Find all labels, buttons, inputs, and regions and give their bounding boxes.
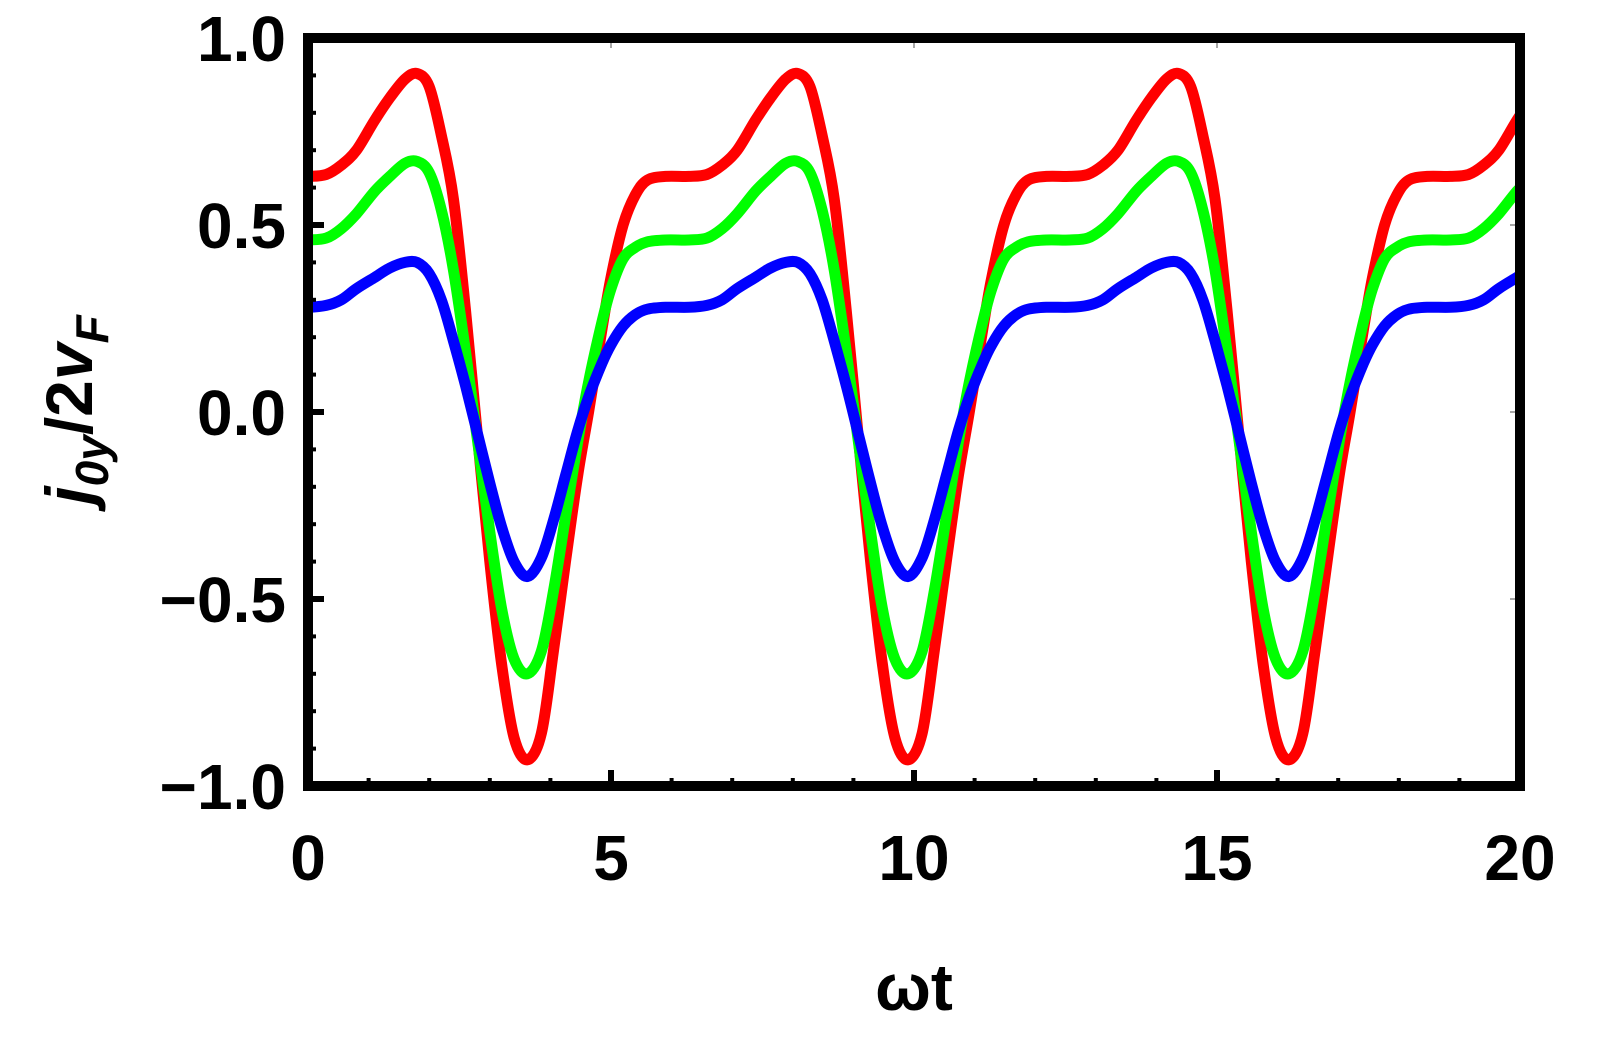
- x-tick-label: 5: [593, 822, 629, 894]
- x-tick-label: 15: [1181, 822, 1252, 894]
- y-axis-label: j0y/2vF: [32, 313, 118, 512]
- plot-frame: [303, 33, 1525, 791]
- series-layer: [308, 67, 1520, 766]
- x-tick-label: 10: [878, 822, 949, 894]
- y-tick-label: 1.0: [197, 3, 286, 75]
- x-tick-label: 0: [290, 822, 326, 894]
- series-line-red: [308, 67, 1520, 766]
- x-tick-label: 20: [1484, 822, 1555, 894]
- x-tick-labels: 0 5 10 15 20: [290, 822, 1555, 894]
- y-tick-label: −1.0: [160, 751, 286, 823]
- y-tick-labels: 1.0 0.5 0.0 −0.5 −1.0: [160, 3, 286, 823]
- series-line-blue: [308, 255, 1520, 583]
- y-tick-label: −0.5: [160, 564, 286, 636]
- series-line-green: [308, 155, 1520, 680]
- y-tick-label: 0.0: [197, 377, 286, 449]
- y-tick-label: 0.5: [197, 190, 286, 262]
- x-axis-label: ωt: [875, 950, 953, 1024]
